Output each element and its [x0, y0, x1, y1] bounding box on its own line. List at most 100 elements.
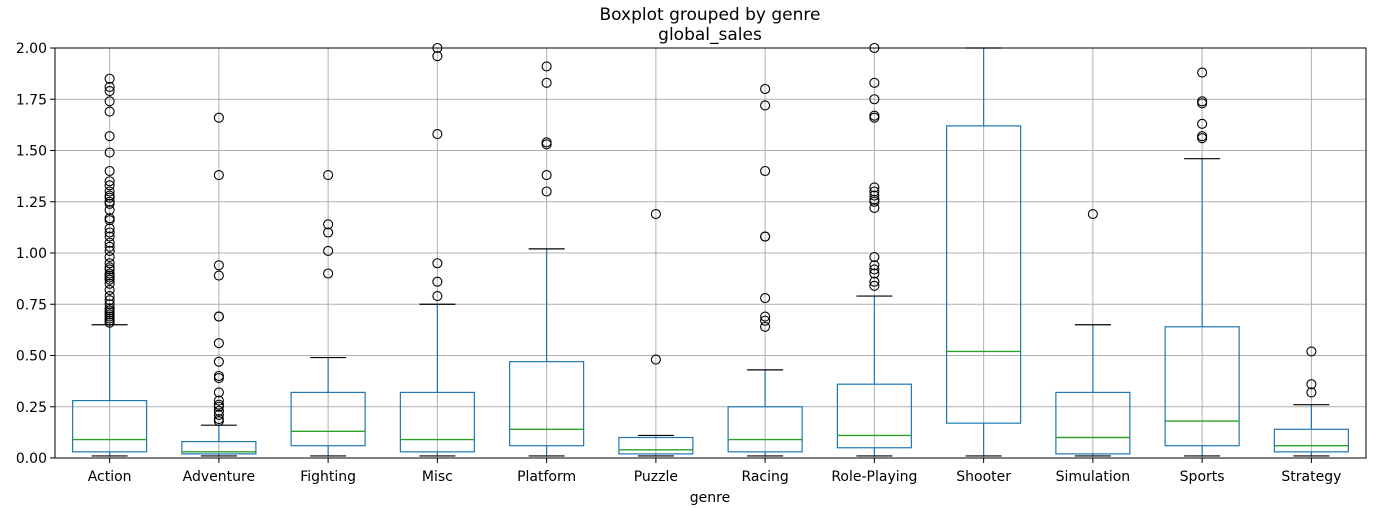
x-tick-label: Puzzle [634, 469, 678, 485]
x-tick-label: Fighting [300, 469, 356, 485]
outlier-point [104, 215, 115, 226]
box-misc [399, 42, 475, 457]
box-sports [1164, 67, 1240, 457]
outlier-point [104, 237, 115, 248]
outlier-point [104, 81, 115, 92]
chart-title: global_sales [658, 25, 762, 45]
outlier-point [541, 170, 552, 181]
outlier-point [650, 354, 661, 365]
outlier-point [760, 315, 771, 326]
iqr-box [399, 391, 475, 453]
outlier-point [869, 112, 880, 123]
x-axis-label: genre [690, 490, 730, 506]
outlier-point [104, 284, 115, 295]
outlier-point [104, 241, 115, 252]
box-role-playing [836, 42, 912, 457]
outlier-point [760, 100, 771, 111]
outlier-point [104, 299, 115, 310]
iqr-box [509, 361, 585, 447]
axis-layer: 0.00 0.25 0.50 0.75 1.00 1.25 1.50 1.75 2.00 Acti… [16, 41, 1342, 485]
y-tick-label: 1.50 [16, 144, 47, 160]
outlier-point [213, 405, 224, 416]
outlier-point [104, 274, 115, 285]
y-tick-label: 1.75 [16, 92, 47, 108]
outlier-point [104, 223, 115, 234]
outlier-point [104, 73, 115, 84]
y-tick-label: 0.50 [16, 349, 47, 365]
outlier-point [869, 280, 880, 291]
outlier-point [869, 202, 880, 213]
outlier-point [541, 186, 552, 197]
outlier-point [869, 252, 880, 263]
y-tick-label: 1.00 [16, 246, 47, 262]
x-tick-label: Strategy [1281, 469, 1341, 485]
outlier-point [104, 180, 115, 191]
box-strategy [1273, 346, 1349, 457]
x-tick-label: Platform [517, 469, 576, 485]
outlier-point [213, 311, 224, 322]
outlier-point [432, 258, 443, 269]
x-tick-label: Sports [1180, 469, 1225, 485]
outlier-point [323, 227, 334, 238]
outlier-point [104, 86, 115, 97]
iqr-box [1273, 428, 1349, 453]
outlier-point [760, 165, 771, 177]
outlier-point [432, 129, 443, 140]
outlier-point [104, 147, 115, 158]
outlier-point [104, 231, 115, 242]
chart-suptitle: Boxplot grouped by genre [600, 5, 821, 25]
outlier-point [323, 268, 334, 279]
x-tick-label: Adventure [183, 469, 255, 485]
box-adventure [181, 112, 257, 457]
outlier-point [104, 278, 115, 289]
outlier-point [104, 131, 115, 142]
outlier-point [213, 401, 224, 412]
outlier-point [1306, 379, 1317, 390]
outlier-point [323, 170, 334, 181]
outlier-point [213, 409, 224, 421]
outlier-point [869, 190, 880, 201]
outlier-point [541, 77, 552, 88]
box-racing [727, 83, 803, 457]
x-tick-label: Simulation [1056, 469, 1131, 485]
iqr-box [181, 441, 257, 455]
outlier-point [213, 387, 224, 398]
box-layer [72, 42, 1349, 457]
outlier-point [541, 61, 552, 72]
outlier-point [104, 264, 115, 275]
outlier-point [869, 196, 880, 207]
outlier-point [760, 311, 771, 322]
outlier-point [1197, 133, 1208, 144]
iqr-box [618, 436, 694, 455]
outlier-point [104, 204, 115, 215]
outlier-point [760, 83, 771, 95]
outlier-point [104, 186, 115, 197]
outlier-point [104, 192, 115, 203]
outlier-point [650, 209, 661, 220]
box-platform [509, 61, 585, 457]
iqr-box [1055, 391, 1131, 455]
grid-layer [55, 47, 1366, 459]
outlier-point [213, 416, 224, 427]
outlier-point [432, 290, 443, 302]
outlier-point [541, 139, 552, 150]
outlier-point [432, 51, 443, 62]
outlier-point [432, 276, 443, 287]
outlier-point [213, 260, 224, 271]
outlier-point [213, 112, 224, 123]
box-simulation [1055, 209, 1131, 457]
outlier-point [213, 395, 224, 406]
outlier-point [104, 165, 115, 177]
x-tick-label: Misc [422, 469, 453, 485]
outlier-point [213, 338, 224, 349]
outlier-point [869, 182, 880, 193]
iqr-box [946, 125, 1022, 424]
outlier-point [104, 176, 115, 187]
outlier-point [869, 94, 880, 105]
outlier-point [1197, 67, 1208, 78]
box-action [72, 73, 148, 457]
outlier-point [760, 293, 771, 304]
y-tick-label: 2.00 [16, 41, 47, 57]
outlier-point [869, 276, 880, 287]
x-tick-label: Action [88, 469, 132, 485]
